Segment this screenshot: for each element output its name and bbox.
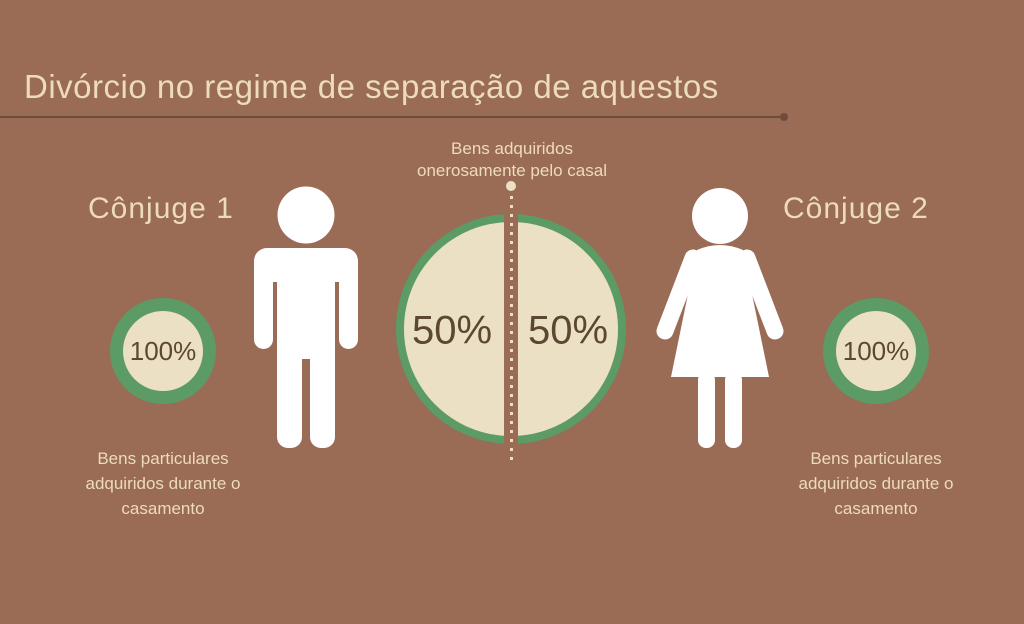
spouse1-private-assets-value: 100% xyxy=(129,335,197,366)
spouse2-caption-line1: Bens particulares xyxy=(810,449,942,468)
woman-icon xyxy=(656,188,784,448)
spouse1-label: Cônjuge 1 xyxy=(88,192,234,225)
rule-end-dot xyxy=(780,113,788,121)
divider-cap-dot xyxy=(506,181,516,191)
divider-dotted-line xyxy=(510,196,513,464)
spouse2-caption-line2: adquiridos durante o xyxy=(798,474,954,493)
spouse1-caption-line3: casamento xyxy=(121,499,205,518)
spouse1-private-assets-ring: 100% xyxy=(123,311,203,391)
spouse1-caption: Bens particulares adquiridos durante o c… xyxy=(48,446,278,521)
spouse1-caption-line2: adquiridos durante o xyxy=(85,474,241,493)
page-title: Divórcio no regime de separação de aques… xyxy=(24,68,719,105)
spouse1-share-value: 50% xyxy=(411,308,493,353)
spouse2-caption-line3: casamento xyxy=(834,499,918,518)
spouse2-label: Cônjuge 2 xyxy=(783,192,929,225)
spouse2-private-assets-value: 100% xyxy=(842,335,910,366)
spouse2-caption: Bens particulares adquiridos durante o c… xyxy=(761,446,991,521)
shared-assets-label-line1: Bens adquiridos xyxy=(451,139,573,158)
title-rule xyxy=(0,113,788,121)
shared-assets-label-line2: onerosamente pelo casal xyxy=(417,161,607,180)
man-icon xyxy=(254,186,358,448)
spouse2-private-assets-badge: 100% xyxy=(823,298,929,404)
spouse2-share-value: 50% xyxy=(527,308,609,353)
spouse2-private-assets-ring: 100% xyxy=(836,311,916,391)
spouse1-private-assets-badge: 100% xyxy=(110,298,216,404)
shared-assets-label: Bens adquiridos onerosamente pelo casal xyxy=(372,138,652,182)
spouse1-caption-line1: Bens particulares xyxy=(97,449,229,468)
